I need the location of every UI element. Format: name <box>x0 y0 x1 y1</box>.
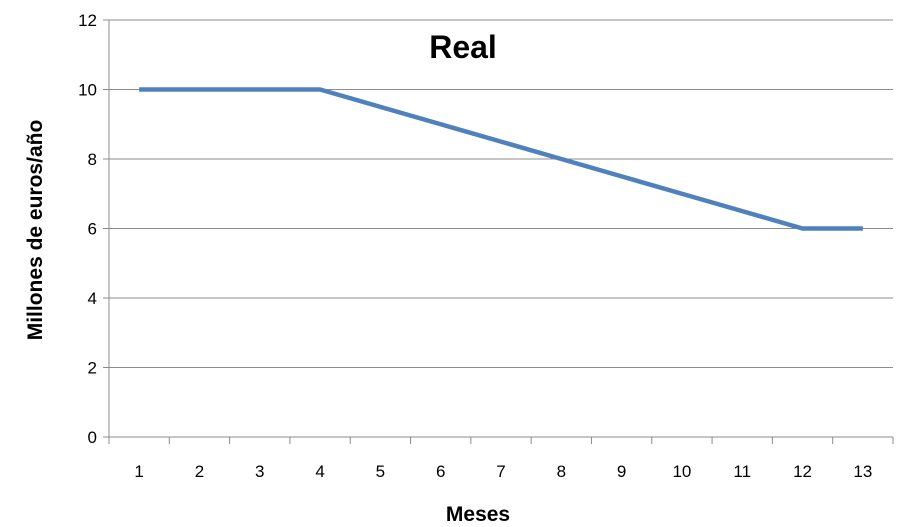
x-tick-label: 9 <box>617 462 626 481</box>
chart-title: Real <box>429 29 497 65</box>
x-tick-label: 8 <box>557 462 566 481</box>
series-layer <box>139 87 863 231</box>
gridlines <box>109 19 893 368</box>
x-axis-title: Meses <box>446 503 510 526</box>
x-tick-label: 7 <box>496 462 505 481</box>
y-tick-label: 6 <box>88 220 97 239</box>
y-tick-label: 12 <box>78 11 97 30</box>
x-tick-label: 3 <box>255 462 264 481</box>
axes <box>103 19 894 444</box>
y-tick-label: 0 <box>88 428 97 447</box>
x-tick-label: 4 <box>315 462 324 481</box>
y-tick-label: 8 <box>88 150 97 169</box>
y-axis-title: Millones de euros/año <box>24 120 47 341</box>
x-tick-label: 6 <box>436 462 445 481</box>
x-tick-label: 2 <box>195 462 204 481</box>
x-tick-label: 12 <box>793 462 812 481</box>
y-tick-label: 4 <box>88 289 97 308</box>
y-tick-label: 10 <box>78 81 97 100</box>
x-tick-label: 5 <box>376 462 385 481</box>
y-tick-label: 2 <box>88 359 97 378</box>
x-tick-label: 1 <box>134 462 143 481</box>
x-tick-label: 11 <box>733 462 751 481</box>
x-tick-label: 13 <box>853 462 872 481</box>
x-tick-label: 10 <box>672 462 691 481</box>
